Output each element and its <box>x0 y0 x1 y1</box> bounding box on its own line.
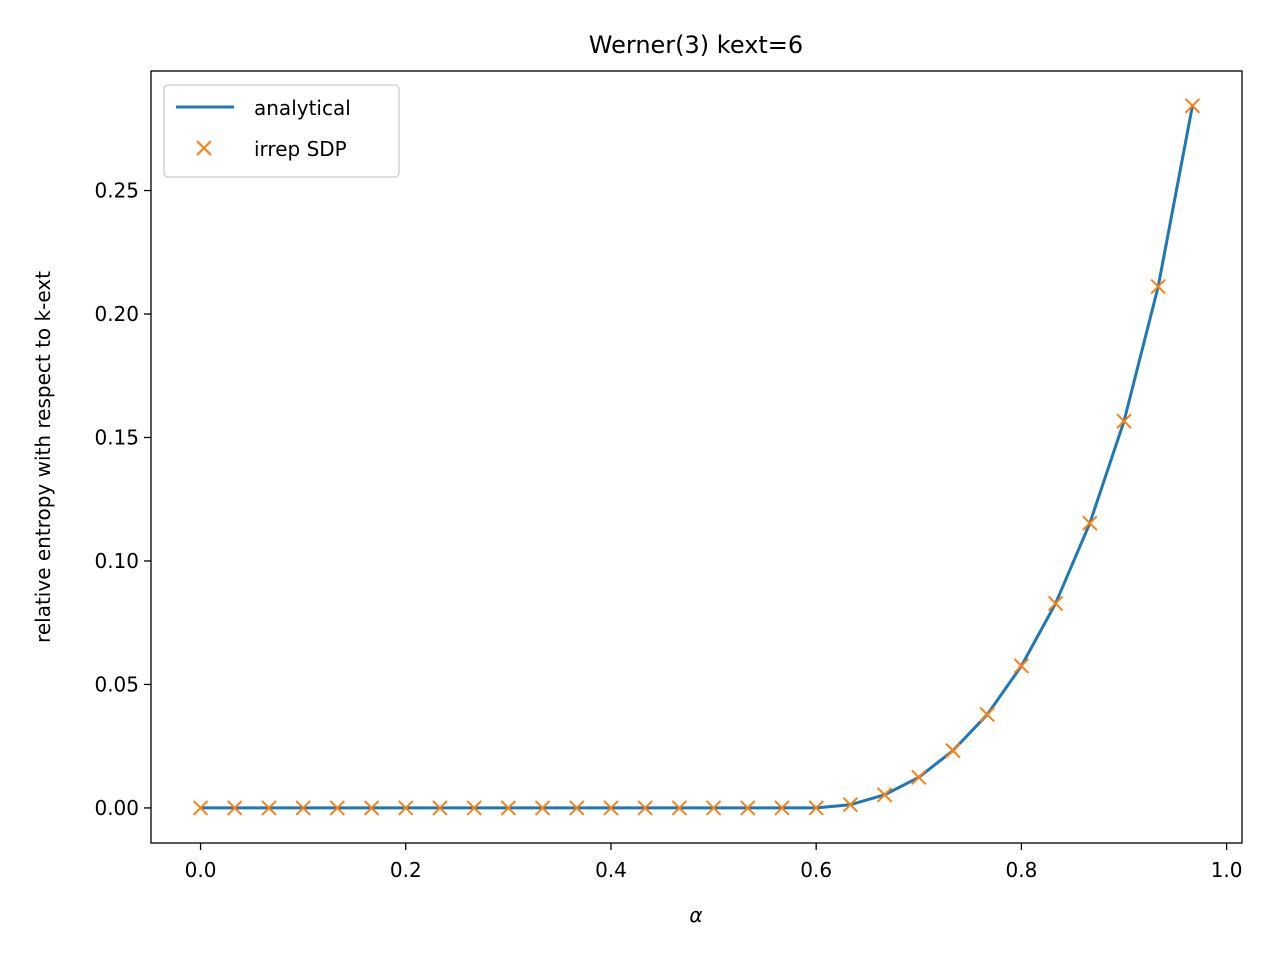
data-point-irrep-sdp <box>363 800 380 816</box>
x-tick-label: 1.0 <box>1211 858 1243 882</box>
data-point-irrep-sdp <box>637 800 653 816</box>
legend: analytical irrep SDP <box>163 84 400 178</box>
data-point-irrep-sdp <box>466 800 482 816</box>
data-point-irrep-sdp <box>979 706 995 723</box>
x-tick-label: 0.0 <box>185 858 217 882</box>
chart-title: Werner(3) kext=6 <box>589 31 803 59</box>
series-line-analytical <box>199 104 1195 810</box>
data-point-irrep-sdp <box>774 800 790 816</box>
y-axis-title: relative entropy with respect to k-ext <box>31 271 55 643</box>
y-tick-label: 0.10 <box>94 549 139 573</box>
data-point-irrep-sdp <box>808 800 824 816</box>
data-point-irrep-sdp <box>705 800 722 816</box>
data-point-irrep-sdp <box>227 800 243 816</box>
y-tick-label: 0.15 <box>94 425 139 449</box>
x-axis-ticks: 0.0 0.2 0.4 0.6 0.8 1.0 <box>185 843 1243 882</box>
data-point-irrep-sdp <box>398 800 414 816</box>
data-point-irrep-sdp <box>192 800 209 816</box>
series-layer <box>192 98 1201 816</box>
data-point-irrep-sdp <box>329 800 346 816</box>
data-point-irrep-sdp <box>1184 98 1201 114</box>
x-tick-label: 0.2 <box>390 858 422 882</box>
data-point-irrep-sdp <box>1150 278 1166 295</box>
y-axis-ticks: 0.00 0.05 0.10 0.15 0.20 0.25 <box>94 179 151 820</box>
x-tick-label: 0.4 <box>595 858 627 882</box>
x-tick-label: 0.6 <box>800 858 832 882</box>
x-axis-title: α <box>689 903 702 927</box>
data-point-irrep-sdp <box>945 742 961 759</box>
y-tick-label: 0.20 <box>94 302 139 326</box>
y-tick-label: 0.00 <box>94 796 139 820</box>
data-point-irrep-sdp <box>1116 413 1132 429</box>
y-tick-label: 0.25 <box>94 179 139 203</box>
plot-frame <box>150 70 1243 844</box>
data-point-irrep-sdp <box>603 800 619 816</box>
legend-irrep-sdp-label: irrep SDP <box>254 137 347 161</box>
y-tick-label: 0.05 <box>94 672 139 696</box>
data-point-irrep-sdp <box>1013 658 1030 674</box>
legend-analytical-label: analytical <box>254 96 351 120</box>
data-point-irrep-sdp <box>911 769 927 786</box>
data-point-irrep-sdp <box>671 800 688 816</box>
data-point-irrep-sdp <box>1047 595 1064 612</box>
data-point-irrep-sdp <box>500 800 517 816</box>
x-tick-label: 0.8 <box>1005 858 1037 882</box>
legend-irrep-sdp-swatch <box>196 140 212 156</box>
data-point-irrep-sdp <box>842 797 859 813</box>
data-point-irrep-sdp <box>432 800 448 816</box>
data-point-irrep-sdp <box>876 787 893 803</box>
data-point-irrep-sdp <box>261 800 277 816</box>
data-point-irrep-sdp <box>740 800 756 816</box>
data-point-irrep-sdp <box>1082 515 1098 531</box>
data-point-irrep-sdp <box>534 800 551 816</box>
data-point-irrep-sdp <box>295 800 311 816</box>
data-point-irrep-sdp <box>569 800 585 816</box>
